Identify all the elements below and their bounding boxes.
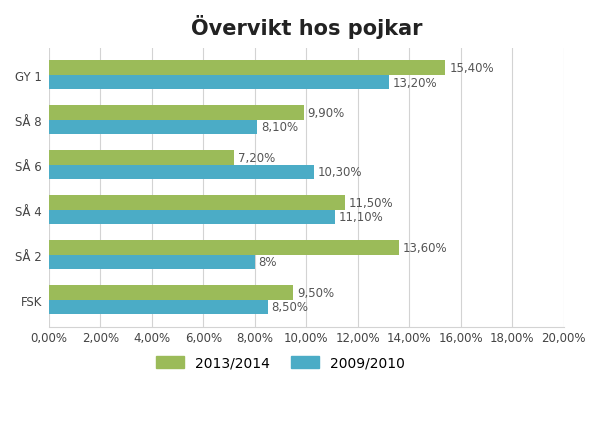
Text: 8%: 8% [258,256,277,269]
Bar [49,241,399,255]
Text: 8,10%: 8,10% [261,121,298,134]
Text: 13,60%: 13,60% [403,242,448,254]
Bar [49,151,234,165]
Text: 9,50%: 9,50% [297,286,334,299]
Bar [49,285,293,300]
Bar [49,61,445,76]
Bar [49,121,257,135]
Text: 9,90%: 9,90% [308,107,345,120]
Text: 15,40%: 15,40% [449,62,494,75]
Bar [49,210,335,225]
Bar [49,165,314,180]
Bar [49,255,255,269]
Text: 11,50%: 11,50% [349,196,394,210]
Text: 11,10%: 11,10% [338,211,383,224]
Legend: 2013/2014, 2009/2010: 2013/2014, 2009/2010 [151,351,410,375]
Text: 7,20%: 7,20% [238,152,275,165]
Text: 13,20%: 13,20% [392,76,437,89]
Text: 8,50%: 8,50% [272,301,308,314]
Bar [49,76,389,90]
Bar [49,300,267,314]
Text: 10,30%: 10,30% [318,166,362,179]
Bar [49,106,304,121]
Bar [49,196,345,210]
Title: Övervikt hos pojkar: Övervikt hos pojkar [191,15,422,39]
